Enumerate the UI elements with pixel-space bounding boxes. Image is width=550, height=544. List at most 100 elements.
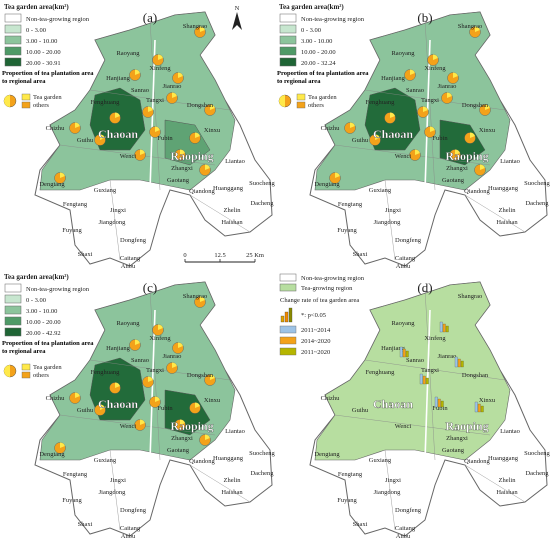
place-name: Qiandong xyxy=(189,458,215,465)
legend-swatch xyxy=(21,93,31,101)
place-name: Haishan xyxy=(221,219,243,226)
change-bar-icon xyxy=(457,358,461,368)
pie-slice xyxy=(390,112,395,118)
place-name: Suocheng xyxy=(249,450,275,457)
place-name: Huanggang xyxy=(488,455,519,462)
legend-icon-bar xyxy=(280,315,285,323)
pie-slice xyxy=(148,376,153,382)
place-name: Fengtang xyxy=(63,201,88,208)
place-name: Qiandong xyxy=(464,458,490,465)
place-name: Sanrao xyxy=(406,87,424,94)
legend-label: Tea garden xyxy=(308,94,337,101)
legend-swatch xyxy=(279,13,297,23)
legend-label: others xyxy=(33,102,49,109)
pie-slice xyxy=(60,172,65,178)
legend-label: 2014~2020 xyxy=(301,338,331,345)
place-name: Dongfeng xyxy=(395,507,422,514)
pie-slice xyxy=(430,126,435,132)
place-name: Raoyang xyxy=(391,320,415,327)
place-name: Raoyang xyxy=(391,50,415,57)
place-name: Tangxi xyxy=(421,367,439,374)
legend-label: Tea garden xyxy=(33,94,62,101)
legend-label: 0 - 3.00 xyxy=(26,27,46,34)
pie-slice xyxy=(178,72,183,78)
place-name: Chizhu xyxy=(46,395,66,402)
pie-slice xyxy=(433,54,438,60)
place-name: Fubin xyxy=(432,405,448,412)
district-name: Raoping xyxy=(445,149,488,163)
place-name: Gaotang xyxy=(167,177,190,184)
place-name: Shaxi xyxy=(78,251,93,258)
panel-label: (c) xyxy=(143,280,157,295)
pie-legend-title: Proportion of tea plantation area to reg… xyxy=(2,340,94,355)
legend-swatch xyxy=(4,283,22,293)
boundary xyxy=(189,194,251,233)
place-name: Fubin xyxy=(157,135,173,142)
place-name: Qiandong xyxy=(464,188,490,195)
boundary xyxy=(189,464,251,503)
legend-swatch xyxy=(21,363,31,371)
place-name: Anbu xyxy=(121,263,136,270)
pie-slice xyxy=(75,122,80,128)
pie-slice xyxy=(335,172,340,178)
boundary xyxy=(424,289,436,461)
place-name: Huanggang xyxy=(488,185,519,192)
legend-swatch xyxy=(4,316,22,326)
county-border xyxy=(424,309,431,461)
legend-label: 3.00 - 10.00 xyxy=(26,38,57,45)
boundary xyxy=(109,179,121,261)
place-name: Dengtang xyxy=(314,181,340,188)
pie-slice xyxy=(453,72,458,78)
legend-swatch xyxy=(4,46,22,56)
place-name: Zhelin xyxy=(224,207,242,214)
pie-slice xyxy=(205,164,210,170)
pie-slice xyxy=(475,26,480,32)
place-name: Fuyang xyxy=(62,227,82,234)
change-bar-icon xyxy=(442,323,446,333)
boundary xyxy=(384,449,396,531)
boundary xyxy=(149,19,161,191)
place-name: Jiangdong xyxy=(374,489,401,496)
place-name: Dongshan xyxy=(462,102,489,109)
pie-slice xyxy=(415,149,420,155)
place-name: Fubin xyxy=(432,135,448,142)
legend-label: 20.00 - 42.92 xyxy=(26,330,61,337)
legend-label: 10.00 - 20.00 xyxy=(26,49,61,56)
place-name: Suocheng xyxy=(524,180,550,187)
legend-swatch xyxy=(4,13,22,23)
legend-note: *: p<0.05 xyxy=(301,312,326,319)
legend-label: 2011~2020 xyxy=(301,349,330,356)
pie-slice xyxy=(140,149,145,155)
legend-label: 3.00 - 10.00 xyxy=(26,308,57,315)
legend-swatch xyxy=(4,57,22,67)
panel-label: (a) xyxy=(143,10,157,25)
legend-label: Tea garden xyxy=(33,364,62,371)
place-name: Jianrao xyxy=(163,83,182,90)
legend-swatch xyxy=(4,35,22,45)
place-name: Haishan xyxy=(496,489,518,496)
place-name: Dongshan xyxy=(462,372,489,379)
pie-slice xyxy=(447,92,452,98)
place-name: Jingxi xyxy=(385,477,401,484)
place-name: Xinxu xyxy=(204,127,221,134)
legend-swatch xyxy=(279,283,297,292)
pie-slice xyxy=(172,92,177,98)
place-name: Gaotang xyxy=(442,177,465,184)
place-name: Wenci xyxy=(395,423,412,430)
pie-title-box: Proportion of tea plantation area to reg… xyxy=(2,340,94,355)
pie-slice xyxy=(210,104,215,110)
change-bar-icon xyxy=(419,373,423,385)
place-name: Guihu xyxy=(352,407,369,414)
legend-title: Tea garden area(km²) xyxy=(4,3,69,11)
place-name: Caitang xyxy=(120,255,141,262)
legend-swatch xyxy=(279,336,297,345)
pie-legend-slice xyxy=(4,365,10,377)
legend-label: Tea-growing region xyxy=(301,285,353,292)
place-name: Haishan xyxy=(221,489,243,496)
legend-label: 10.00 - 20.00 xyxy=(301,49,336,56)
place-name: Liantao xyxy=(500,158,520,165)
place-name: Xinxu xyxy=(204,397,221,404)
place-name: Guihu xyxy=(77,137,94,144)
place-name: Fuyang xyxy=(62,497,82,504)
north-label: N xyxy=(235,5,240,12)
